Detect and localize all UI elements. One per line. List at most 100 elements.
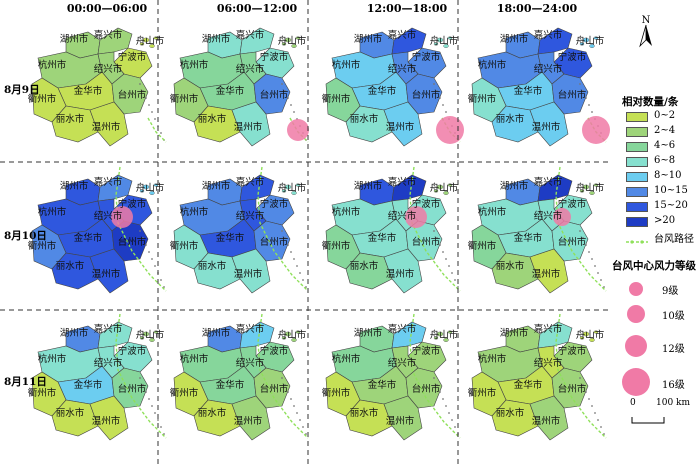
city-label: 舟山市 — [278, 182, 307, 194]
city-label: 杭州市 — [478, 353, 507, 365]
wind-legend-10: 10级 — [624, 300, 685, 332]
city-label: 金华市 — [368, 379, 397, 391]
city-label: 宁波市 — [412, 51, 441, 63]
typhoon-track — [409, 166, 461, 292]
city-region — [231, 248, 271, 294]
city-label: 杭州市 — [478, 59, 507, 71]
city-label: 衢州市 — [468, 93, 497, 105]
city-region — [529, 248, 569, 294]
island — [593, 36, 599, 40]
coastal-island — [302, 426, 304, 428]
city-label: 温州市 — [92, 121, 121, 133]
island — [153, 330, 159, 334]
island — [589, 191, 595, 195]
city-label: 温州市 — [386, 268, 415, 280]
coastal-island — [457, 286, 459, 288]
coastal-island — [594, 412, 596, 414]
city-label: 嘉兴市 — [388, 29, 417, 41]
legend-swatch — [626, 112, 648, 122]
city-label: 丽水市 — [496, 113, 525, 125]
coastal-island — [582, 90, 584, 92]
city-label: 舟山市 — [278, 329, 307, 341]
coastal-island — [439, 391, 441, 393]
city-label: 绍兴市 — [94, 357, 123, 369]
city-region — [383, 248, 423, 294]
legend-swatch — [626, 217, 648, 227]
city-label: 丽水市 — [350, 260, 379, 272]
city-label: 宁波市 — [558, 51, 587, 63]
city-region — [383, 395, 423, 441]
wind-circle-icon — [627, 305, 645, 323]
city-region — [89, 395, 129, 441]
island — [281, 42, 287, 46]
island — [443, 191, 449, 195]
coastal-island — [448, 265, 450, 267]
island — [589, 338, 595, 342]
typhoon-center — [287, 119, 309, 141]
city-region — [253, 73, 291, 115]
city-label: 丽水市 — [56, 407, 85, 419]
coastal-island — [139, 83, 141, 85]
row-label-aug10: 8月10日 — [4, 230, 47, 242]
coastal-island — [148, 251, 150, 253]
city-region — [383, 101, 423, 147]
city-label: 嘉兴市 — [236, 176, 265, 188]
coastal-island — [284, 237, 286, 239]
city-label: 绍兴市 — [236, 357, 265, 369]
coastal-island — [436, 90, 438, 92]
coastal-island — [597, 419, 599, 421]
coastal-island — [148, 398, 150, 400]
city-label: 绍兴市 — [534, 63, 563, 75]
city-label: 丽水市 — [198, 113, 227, 125]
city-label: 杭州市 — [180, 353, 209, 365]
island — [139, 336, 145, 340]
city-label: 丽水市 — [496, 260, 525, 272]
coastal-island — [154, 412, 156, 414]
island — [436, 331, 444, 337]
city-label: 杭州市 — [38, 206, 67, 218]
legend-swatch — [626, 127, 648, 137]
island — [284, 184, 292, 190]
city-label: 金华市 — [74, 232, 103, 244]
island — [589, 44, 595, 48]
column-header-4: 18:00—24:00 — [496, 2, 578, 15]
island — [593, 330, 599, 334]
coastal-island — [163, 433, 165, 435]
coastal-island — [154, 265, 156, 267]
coastal-island — [145, 391, 147, 393]
city-label: 湖州市 — [500, 180, 529, 192]
island — [443, 338, 449, 342]
typhoon-center — [553, 208, 571, 226]
city-label: 湖州市 — [60, 33, 89, 45]
typhoon-track-icon — [626, 232, 648, 244]
typhoon-track — [115, 313, 167, 439]
coastal-island — [293, 258, 295, 260]
wind-circle-icon — [629, 282, 643, 296]
coastal-island — [299, 419, 301, 421]
legend-label: 15~20 — [654, 200, 688, 211]
island — [582, 184, 590, 190]
city-label: 绍兴市 — [236, 63, 265, 75]
coastal-island — [436, 384, 438, 386]
coastal-island — [142, 90, 144, 92]
city-label: 湖州市 — [354, 327, 383, 339]
city-region — [405, 220, 443, 262]
city-label: 温州市 — [234, 415, 263, 427]
city-label: 台州市 — [558, 383, 587, 395]
city-label: 温州市 — [532, 121, 561, 133]
wind-legend-12: 12级 — [624, 330, 685, 366]
city-label: 杭州市 — [332, 59, 361, 71]
city-label: 金华市 — [514, 232, 543, 244]
island — [139, 189, 145, 193]
island — [142, 184, 150, 190]
legend-swatch — [626, 202, 648, 212]
city-label: 绍兴市 — [94, 63, 123, 75]
city-label: 金华市 — [216, 85, 245, 97]
island — [149, 191, 155, 195]
city-label: 衢州市 — [28, 93, 57, 105]
coastal-island — [142, 384, 144, 386]
city-region — [551, 220, 589, 262]
coastal-island — [579, 377, 581, 379]
